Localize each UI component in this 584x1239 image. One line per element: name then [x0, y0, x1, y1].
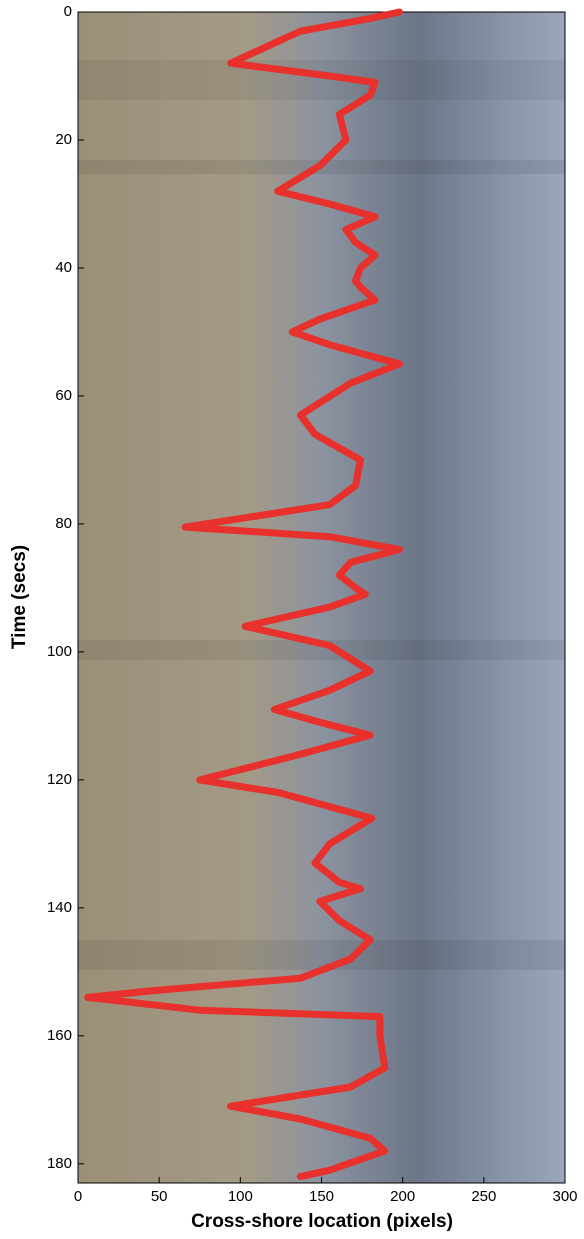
y-axis-label: Time (secs)	[9, 545, 30, 649]
image-band	[78, 640, 565, 660]
x-axis-label: Cross-shore location (pixels)	[191, 1211, 453, 1232]
x-tick-label: 100	[228, 1188, 253, 1205]
image-band	[78, 940, 565, 970]
y-tick-label: 20	[55, 131, 72, 148]
y-tick-label: 60	[55, 387, 72, 404]
y-tick-label: 120	[47, 771, 72, 788]
image-band	[78, 60, 565, 100]
y-tick-label: 160	[47, 1027, 72, 1044]
x-tick-label: 0	[74, 1188, 82, 1205]
y-tick-label: 180	[47, 1155, 72, 1172]
shoreline-trace	[84, 8, 403, 1181]
x-tick-label: 250	[471, 1188, 496, 1205]
x-tick-label: 50	[151, 1188, 168, 1205]
x-tick-label: 150	[309, 1188, 334, 1205]
y-tick-label: 100	[47, 643, 72, 660]
y-tick-label: 80	[55, 515, 72, 532]
y-tick-label: 0	[64, 3, 72, 20]
x-tick-label: 200	[390, 1188, 415, 1205]
x-tick-label: 300	[552, 1188, 577, 1205]
y-tick-label: 40	[55, 259, 72, 276]
y-tick-label: 140	[47, 899, 72, 916]
